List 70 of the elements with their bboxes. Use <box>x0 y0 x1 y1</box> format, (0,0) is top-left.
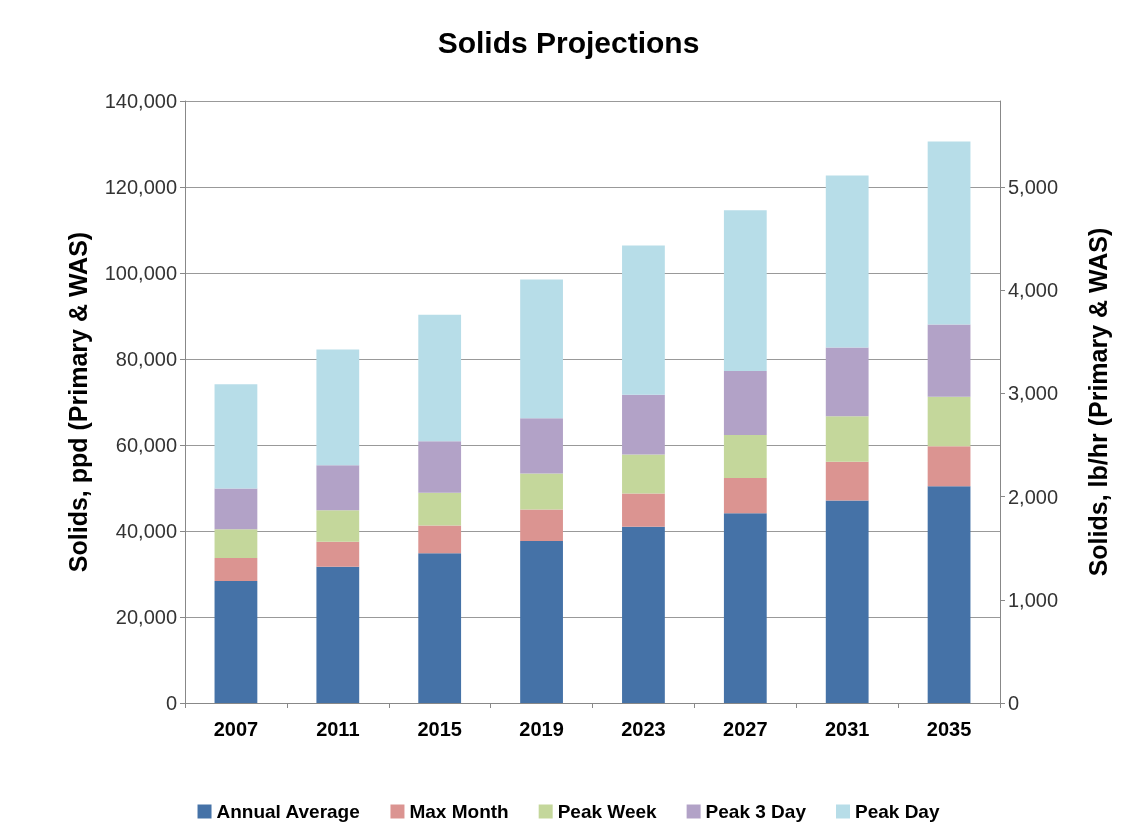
bar <box>927 324 971 397</box>
bar <box>825 416 869 462</box>
bar <box>214 580 258 703</box>
bar <box>520 418 563 474</box>
bar <box>825 347 869 417</box>
x-tick-label: 2035 <box>926 718 972 740</box>
legend-label: Annual Average <box>216 801 360 822</box>
bar <box>214 384 258 489</box>
bar <box>825 500 869 703</box>
bar <box>418 314 462 442</box>
bar <box>927 396 971 447</box>
bar <box>825 461 869 501</box>
y2-tick-label: 4,000 <box>1008 279 1059 302</box>
bar <box>927 141 971 325</box>
legend-label: Max Month <box>409 801 509 822</box>
bar <box>316 465 360 511</box>
bar <box>723 210 767 372</box>
legend-label: Peak Week <box>557 801 658 822</box>
y2-axis-title: Solids, lb/hr (Primary & WAS) <box>1083 227 1112 577</box>
bar <box>723 435 767 479</box>
y-tick-label: 140,000 <box>104 90 177 112</box>
bar <box>418 553 462 703</box>
bar <box>316 349 360 466</box>
bar <box>520 279 563 419</box>
x-tick-label: 2031 <box>824 718 870 740</box>
y-tick-label: 80,000 <box>115 348 177 370</box>
y-axis-title: Solids, ppd (Primary & WAS) <box>63 231 92 573</box>
chart-title: Solids Projections <box>437 25 700 59</box>
y2-tick-label: 1,000 <box>1008 588 1059 611</box>
y-tick-label: 0 <box>165 692 177 714</box>
y-tick-label: 60,000 <box>115 434 177 456</box>
x-tick-label: 2007 <box>213 718 259 740</box>
y-tick-label: 120,000 <box>104 176 177 198</box>
bar <box>622 394 665 455</box>
bar <box>723 513 767 703</box>
bar <box>927 446 971 487</box>
bar <box>723 371 767 436</box>
bar <box>418 441 462 493</box>
bar <box>214 488 258 530</box>
y2-tick-label: 2,000 <box>1008 485 1059 508</box>
bar <box>622 526 665 703</box>
bar <box>622 493 665 527</box>
x-tick-label: 2011 <box>316 718 360 740</box>
bar <box>316 566 360 703</box>
bar <box>520 540 563 703</box>
y-tick-label: 100,000 <box>104 262 177 284</box>
y2-tick-label: 3,000 <box>1008 382 1059 405</box>
bar <box>418 492 462 526</box>
bar <box>214 558 258 581</box>
x-tick-label: 2019 <box>519 718 564 740</box>
y-tick-label: 40,000 <box>115 520 177 542</box>
bar <box>723 478 767 514</box>
y2-tick-label: 5,000 <box>1008 176 1059 198</box>
legend-label: Peak Day <box>854 801 940 822</box>
x-tick-label: 2015 <box>417 718 462 740</box>
x-tick-label: 2027 <box>723 718 768 740</box>
bar <box>418 525 462 554</box>
bar <box>825 175 869 348</box>
bar <box>316 541 360 567</box>
bar <box>622 245 665 395</box>
bar <box>927 486 971 703</box>
y2-tick-label: 0 <box>1008 692 1020 714</box>
bar <box>214 529 258 559</box>
bar <box>520 473 563 510</box>
bar <box>622 454 665 494</box>
x-tick-label: 2023 <box>621 718 666 740</box>
legend-label: Peak 3 Day <box>705 801 807 822</box>
bar <box>520 509 563 541</box>
bar <box>316 510 360 542</box>
y-tick-label: 20,000 <box>115 606 177 628</box>
